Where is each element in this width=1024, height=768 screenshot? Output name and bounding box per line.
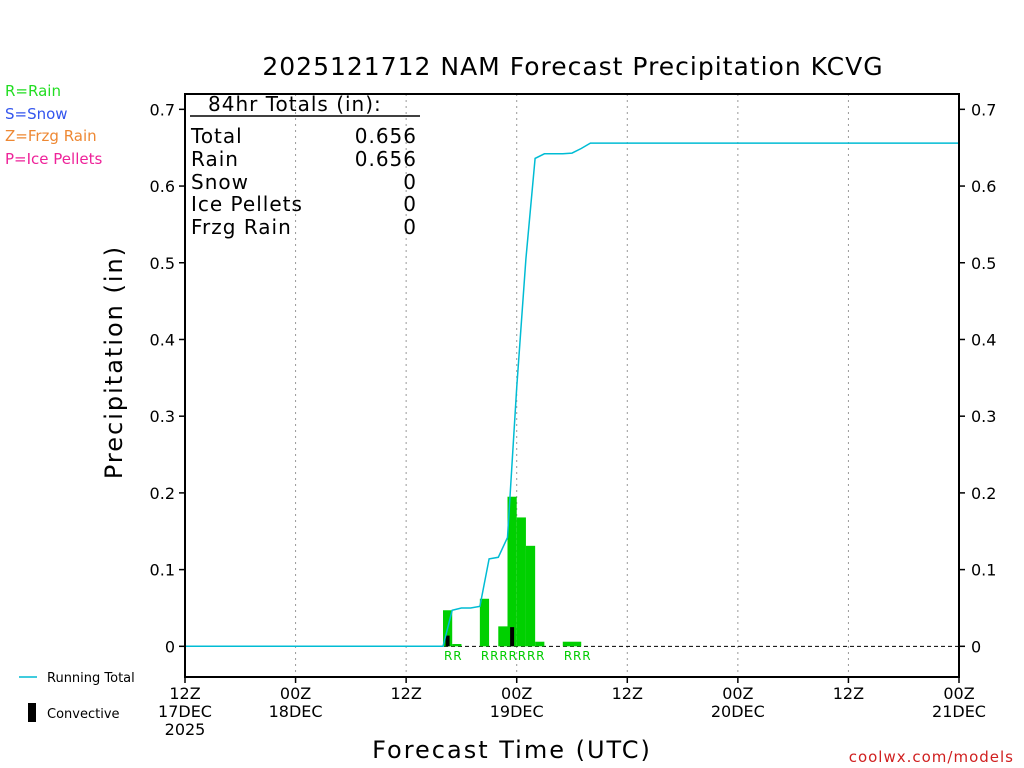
y-axis-label: Precipitation (in)	[100, 245, 128, 479]
y-tick-label-left: 0	[165, 637, 175, 656]
ptype-label: R	[444, 649, 452, 663]
ptype-label: R	[481, 649, 489, 663]
y-tick-label-right: 0.6	[971, 177, 996, 196]
y-tick-label-left: 0.1	[150, 561, 175, 580]
ptype-label: R	[509, 649, 517, 663]
totals-ice-label: Ice Pellets	[191, 192, 303, 216]
y-tick-label-right: 0	[971, 637, 981, 656]
x-tick-label: 12Z	[833, 684, 864, 703]
convective-bar	[445, 635, 450, 647]
x-tick-label: 20DEC	[711, 702, 765, 721]
rain-bar	[498, 626, 508, 647]
x-tick-label: 00Z	[722, 684, 753, 703]
ptype-label: R	[499, 649, 507, 663]
y-tick-label-left: 0.4	[150, 330, 175, 349]
x-tick-label: 00Z	[501, 684, 532, 703]
y-tick-label-left: 0.2	[150, 484, 175, 503]
y-tick-label-left: 0.3	[150, 407, 175, 426]
grid-lines	[185, 94, 959, 677]
bars	[443, 496, 582, 647]
x-tick-label: 00Z	[280, 684, 311, 703]
totals-snow-label: Snow	[191, 170, 249, 194]
x-tick-label: 2025	[165, 720, 206, 739]
ptype-label: R	[573, 649, 581, 663]
x-tick-label: 18DEC	[269, 702, 323, 721]
plot-frame	[184, 93, 960, 678]
ptype-label: R	[453, 649, 461, 663]
convective-legend-label: Convective	[47, 707, 120, 722]
legend-frzg-rain: Z=Frzg Rain	[5, 127, 97, 145]
rain-bar	[572, 641, 582, 647]
running-total-legend-label: Running Total	[47, 671, 135, 686]
precip-type-legend: R=Rain S=Snow Z=Frzg Rain P=Ice Pellets	[5, 82, 102, 168]
ptype-label: R	[582, 649, 590, 663]
rain-bar	[452, 644, 462, 647]
rain-bar	[479, 598, 490, 647]
totals-frzg-label: Frzg Rain	[191, 215, 292, 239]
ptype-label: R	[564, 649, 572, 663]
running-total-line	[185, 142, 959, 648]
ptype-label: R	[518, 649, 526, 663]
y-tick-label-right: 0.7	[971, 100, 996, 119]
y-tick-label-right: 0.2	[971, 484, 996, 503]
rain-bar	[535, 641, 545, 647]
ptype-label: R	[490, 649, 498, 663]
credit-text: coolwx.com/models	[849, 748, 1014, 766]
x-tick-label: 12Z	[390, 684, 421, 703]
y-tick-label-right: 0.1	[971, 561, 996, 580]
ptype-label: R	[527, 649, 535, 663]
totals-total-label: Total	[190, 124, 243, 148]
convective-bar	[510, 627, 515, 647]
rain-bar	[562, 641, 572, 647]
x-tick-label: 00Z	[943, 684, 974, 703]
rain-bar	[525, 545, 536, 647]
x-tick-label: 21DEC	[932, 702, 986, 721]
x-tick-label: 19DEC	[490, 702, 544, 721]
rain-bar	[507, 496, 517, 647]
y-tick-label-right: 0.4	[971, 330, 996, 349]
running-total-polyline	[185, 142, 959, 648]
y-tick-label-left: 0.7	[150, 100, 175, 119]
x-tick-label: 17DEC	[158, 702, 212, 721]
totals-box: 84hr Totals (in): Total 0.656 Rain 0.656…	[190, 92, 420, 239]
totals-ice-value: 0	[403, 192, 417, 216]
x-tick-label: 12Z	[612, 684, 643, 703]
y-tick-label-right: 0.3	[971, 407, 996, 426]
ptype-label: R	[536, 649, 544, 663]
totals-total-value: 0.656	[355, 124, 417, 148]
legend-ice-pellets: P=Ice Pellets	[5, 150, 102, 168]
totals-frzg-value: 0	[403, 215, 417, 239]
totals-rain-value: 0.656	[355, 147, 417, 171]
legend-rain: R=Rain	[5, 82, 61, 100]
y-ticks: 0 00.1 0.10.2 0.20.3 0.30.4 0.40.5 0.50.6 0.60.…	[150, 100, 997, 656]
x-tick-label: 12Z	[169, 684, 200, 703]
x-axis-label: Forecast Time (UTC)	[372, 736, 652, 764]
totals-header: 84hr Totals (in):	[208, 92, 382, 116]
bottom-legend: Running Total Convective	[19, 671, 135, 722]
convective-swatch	[28, 703, 36, 722]
y-tick-label-right: 0.5	[971, 254, 996, 273]
y-tick-label-left: 0.5	[150, 254, 175, 273]
totals-rain-label: Rain	[191, 147, 239, 171]
totals-snow-value: 0	[403, 170, 417, 194]
rain-bar	[516, 517, 526, 647]
y-tick-label-left: 0.6	[150, 177, 175, 196]
legend-snow: S=Snow	[5, 105, 68, 123]
chart-title: 2025121712 NAM Forecast Precipitation KC…	[262, 52, 883, 81]
